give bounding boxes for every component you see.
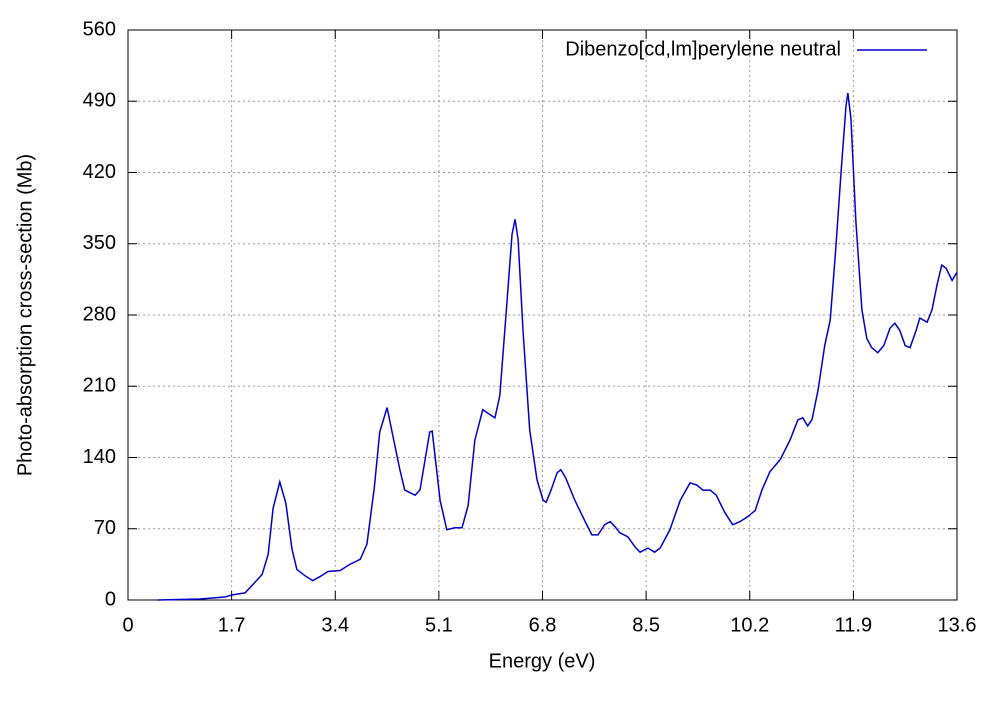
data-line — [157, 92, 958, 601]
y-tick-label: 420 — [83, 161, 116, 183]
x-tick-label: 13.6 — [938, 614, 977, 636]
x-tick-label: 5.1 — [425, 614, 453, 636]
x-tick-label: 8.5 — [632, 614, 660, 636]
legend-label: Dibenzo[cd,lm]perylene neutral — [565, 38, 841, 60]
y-axis-label: Photo-absorption cross-section (Mb) — [14, 154, 36, 476]
y-tick-label: 0 — [105, 588, 116, 610]
x-tick-label: 3.4 — [321, 614, 349, 636]
y-tick-label: 70 — [94, 517, 116, 539]
y-tick-label: 560 — [83, 18, 116, 40]
y-tick-label: 210 — [83, 375, 116, 397]
y-tick-label: 280 — [83, 303, 116, 325]
x-tick-label: 10.2 — [730, 614, 769, 636]
x-axis-label: Energy (eV) — [489, 650, 596, 672]
y-tick-label: 350 — [83, 232, 116, 254]
plot-frame — [127, 29, 958, 601]
y-tick-label: 490 — [83, 90, 116, 112]
y-tick-label: 140 — [83, 446, 116, 468]
x-tick-label: 0 — [122, 614, 133, 636]
x-tick-label: 1.7 — [218, 614, 246, 636]
x-tick-label: 11.9 — [835, 614, 872, 636]
x-tick-label: 6.8 — [529, 614, 557, 636]
